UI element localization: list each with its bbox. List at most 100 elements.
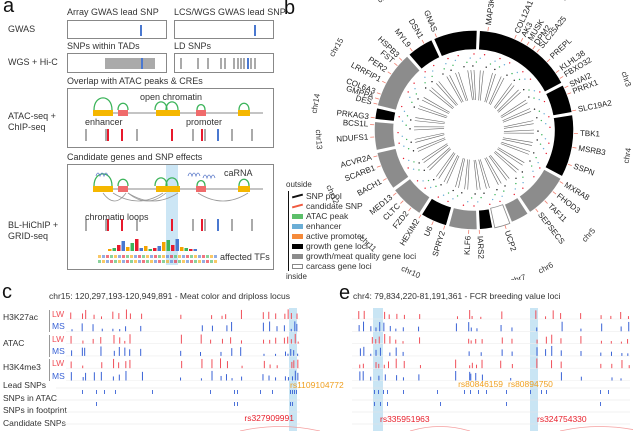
signal-peak [124,340,126,344]
signal-peak [70,335,72,344]
sequence-base [198,260,201,263]
atac-peak-arc [238,102,250,111]
signal-peak [231,348,233,356]
enhancer-region [93,186,113,192]
signal-peak [290,349,292,356]
signal-peak [225,374,227,381]
snp-dot [452,198,454,200]
signal-peak [276,326,278,332]
motif-logo-letter [184,248,188,251]
snp-tick [152,390,153,394]
signal-peak [627,316,629,319]
ld-box [174,53,274,73]
sequence-base [114,260,117,263]
signal-peak [297,341,299,344]
snp-link [467,70,473,101]
signal-peak [384,311,386,319]
snp-highlight-band [530,308,538,431]
signal-peak [118,346,120,356]
candidate-snp-label: rs327909991 [244,413,294,423]
signal-peak [284,376,286,381]
snp-tick [464,390,465,394]
gene-tick [526,41,530,46]
gene-tick [394,62,398,67]
signal-peak [395,358,397,369]
sequence-base [186,255,189,258]
snp-tick [530,390,531,394]
ld-snp-mark [243,58,245,69]
snp-dot [407,167,409,169]
snp-mark [204,219,206,231]
snp-dot [537,130,539,132]
sequence-base [150,255,153,258]
signal-peak [220,358,222,369]
snp-dot [424,87,427,89]
snp-tick [506,402,507,406]
signal-peak [201,358,203,369]
signal-peak [82,340,84,344]
snp-row-lead: Lead SNPs [3,380,46,390]
motif-logo-letter [162,242,166,251]
snp-dot [542,147,545,150]
enhancer-region [156,186,180,192]
signal-peak [620,326,622,332]
circos-legend: outside SNP pool candidate SNP ATAC peak en… [286,181,436,281]
snp-link [446,155,460,184]
snp-dot [411,101,413,104]
signal-peak [469,371,471,381]
motif-logo-letter [189,249,193,251]
snp-tick [82,390,83,394]
signal-peak [141,371,143,381]
signal-peak [395,347,397,356]
panel-c-letter: c [2,281,12,303]
signal-peak [293,350,295,356]
snp-mark [192,219,194,231]
snp-link [435,152,455,177]
panel-b-letter: b [284,0,296,19]
gene-label: MSRB3 [578,144,607,158]
signal-peak [93,314,95,319]
ld-snp-mark [197,58,199,69]
gene-label: UCP2 [503,229,518,253]
snp-link [473,159,478,190]
legend-item: growth gene loci [292,242,442,251]
sequence-base [190,255,193,258]
signal-peak [610,351,612,356]
tad-region [105,58,155,69]
group-label-lw: LW [52,358,65,369]
signal-peak [294,333,296,344]
signal-peak [221,315,223,319]
snp-link [464,159,469,190]
gene-tick [387,71,392,75]
snp-tick [296,390,297,394]
signal-peak [113,350,115,356]
motif-logo-letter [126,247,130,251]
snp-dot [435,185,437,188]
signal-peak [389,336,391,344]
signal-peak [140,348,142,356]
affected-tfs-label: affected TFs [220,252,270,262]
motif-logo-letter [135,239,139,251]
signal-peak [536,347,538,356]
signal-peak [118,362,120,369]
signal-peak [388,361,390,369]
snp-dot [418,169,420,171]
candidate-snp-mark [171,219,173,231]
signal-peak [129,334,131,344]
snp-link [438,81,458,106]
snp-dot [544,138,547,140]
signal-peak [375,362,377,369]
legend-label: candidate SNP [306,201,363,211]
signal-peak [291,361,293,369]
snp-dot [467,201,469,203]
candidate-title: Candidate genes and SNP effects [67,152,203,162]
signal-peak [470,340,472,344]
signal-peak [275,353,277,356]
candidate-snp-mark [121,129,123,141]
motif-logo-letter [180,247,184,251]
chromosome-label: chr5 [580,226,598,244]
atac-peak-arc [196,103,206,111]
row-label-atac-chip: ATAC-seq + ChIP-seq [8,111,56,132]
signal-peak [379,322,381,332]
legend-label: growth/meat quality gene loci [306,251,417,261]
